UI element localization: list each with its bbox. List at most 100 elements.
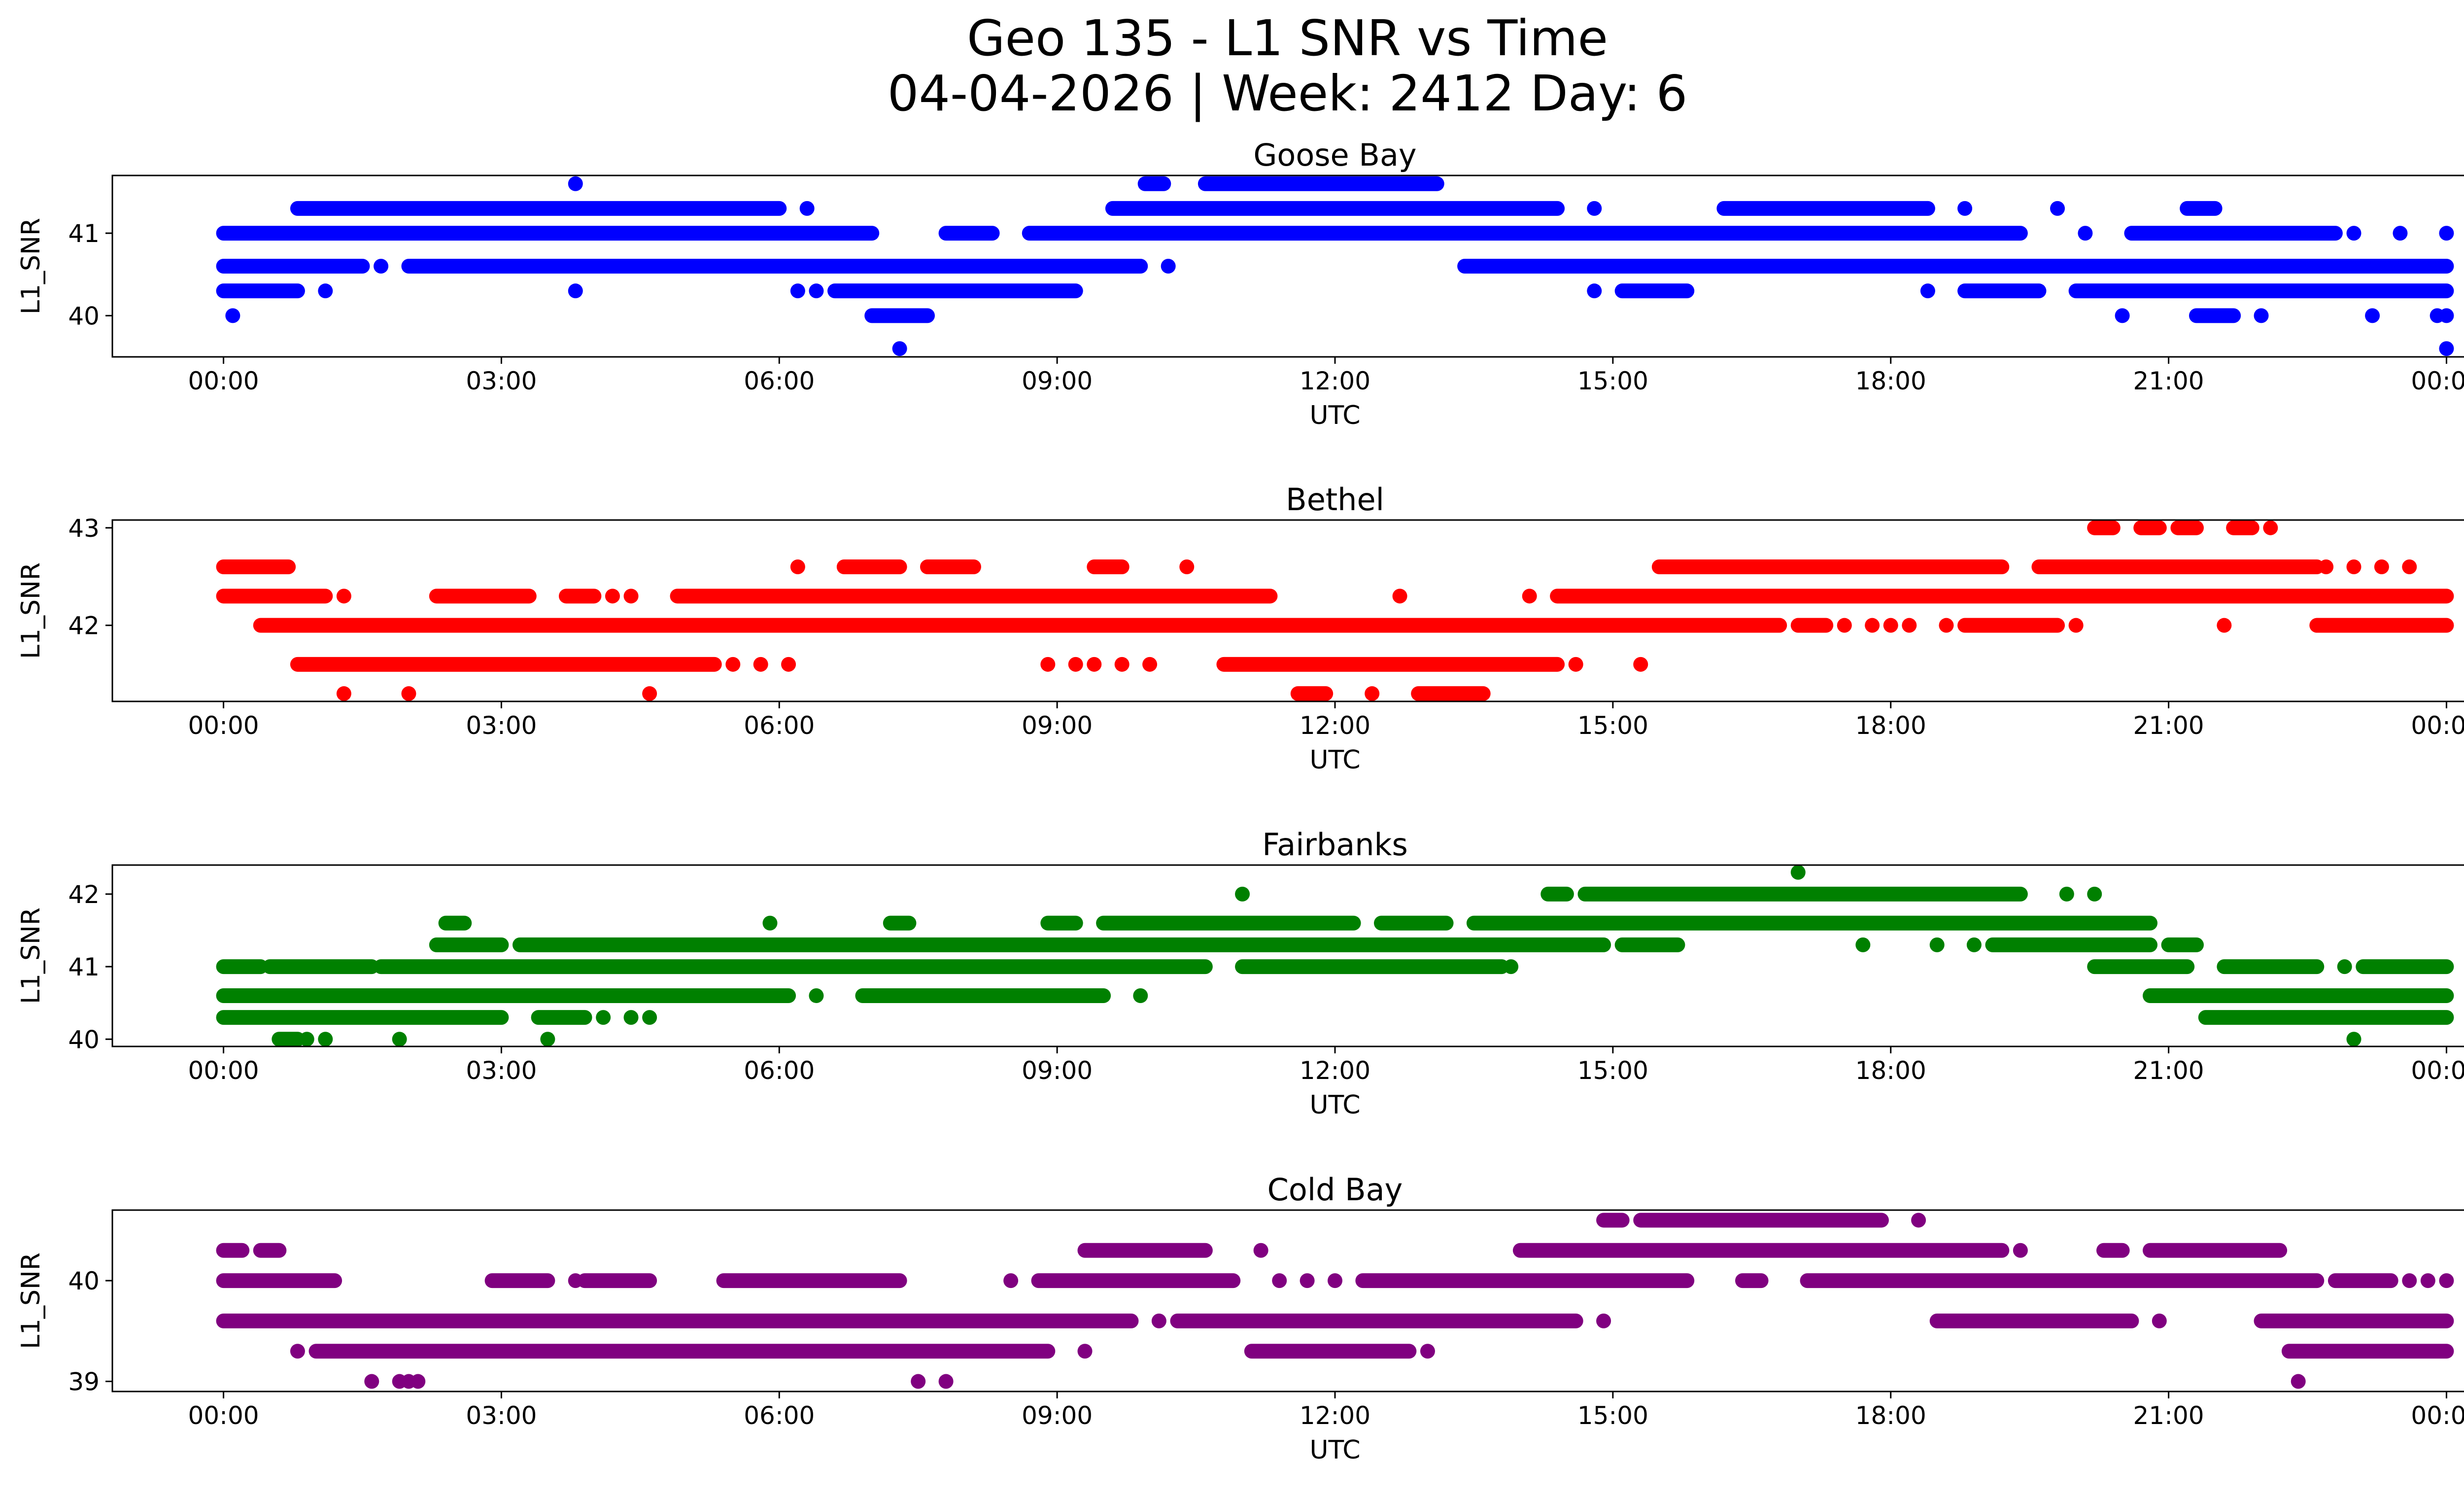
data-point-cold-bay xyxy=(938,1374,954,1389)
x-tick-label-bethel: 06:00 xyxy=(744,711,815,740)
data-point-bethel xyxy=(336,589,351,604)
x-tick-label-bethel: 03:00 xyxy=(466,711,537,740)
data-point-bethel xyxy=(753,657,768,672)
y-tick-label-fairbanks: 41 xyxy=(68,953,100,981)
data-point-bethel xyxy=(642,686,657,701)
x-tick-label-fairbanks: 21:00 xyxy=(2133,1056,2204,1085)
x-tick-label-cold-bay: 09:00 xyxy=(1022,1401,1093,1430)
x-tick-label-cold-bay: 00:00 xyxy=(188,1401,259,1430)
data-point-goose-bay xyxy=(2365,308,2380,323)
data-point-bethel xyxy=(1068,657,1083,672)
y-tick-label-cold-bay: 39 xyxy=(68,1368,100,1396)
data-point-bethel xyxy=(2374,559,2389,574)
data-point-fairbanks xyxy=(1790,865,1806,880)
x-tick-label-fairbanks: 03:00 xyxy=(466,1056,537,1085)
data-point-goose-bay xyxy=(790,283,805,299)
x-tick-label-cold-bay: 00:00 xyxy=(2411,1401,2464,1430)
data-point-fairbanks xyxy=(1855,937,1871,952)
data-point-fairbanks xyxy=(299,1032,314,1046)
x-axis-label-goose-bay: UTC xyxy=(1309,401,1360,430)
y-tick-label-goose-bay: 41 xyxy=(68,219,100,248)
data-point-bethel xyxy=(2319,559,2334,574)
data-point-goose-bay xyxy=(2439,341,2454,356)
data-point-cold-bay xyxy=(1596,1313,1611,1328)
data-point-bethel xyxy=(1633,657,1648,672)
data-point-bethel xyxy=(1837,618,1852,633)
data-point-fairbanks xyxy=(2337,959,2352,974)
data-point-fairbanks xyxy=(623,1010,639,1025)
data-point-fairbanks xyxy=(2087,886,2102,902)
axes-frame-cold-bay xyxy=(111,1209,2464,1392)
y-axis-label-goose-bay: L1_SNR xyxy=(16,218,46,314)
y-tick-label-fairbanks: 40 xyxy=(68,1025,100,1054)
data-point-bethel xyxy=(1883,618,1898,633)
data-point-fairbanks xyxy=(596,1010,611,1025)
data-point-cold-bay xyxy=(2013,1243,2028,1258)
data-point-bethel xyxy=(2068,618,2084,633)
x-tick-label-bethel: 18:00 xyxy=(1855,711,1926,740)
x-tick-label-bethel: 15:00 xyxy=(1577,711,1648,740)
data-point-cold-bay xyxy=(290,1344,305,1359)
data-point-goose-bay xyxy=(318,283,333,299)
data-point-cold-bay xyxy=(1328,1273,1342,1288)
data-point-fairbanks xyxy=(318,1032,333,1046)
x-tick-label-cold-bay: 03:00 xyxy=(466,1401,537,1430)
data-point-fairbanks xyxy=(1235,886,1250,902)
data-point-goose-bay xyxy=(225,308,240,323)
x-axis-label-cold-bay: UTC xyxy=(1309,1435,1360,1465)
data-point-bethel xyxy=(1902,618,1917,633)
x-tick-label-goose-bay: 21:00 xyxy=(2133,367,2204,395)
data-point-fairbanks xyxy=(392,1032,407,1046)
data-point-bethel xyxy=(725,657,741,672)
data-point-bethel xyxy=(2402,559,2417,574)
data-point-goose-bay xyxy=(2346,226,2361,241)
data-point-cold-bay xyxy=(568,1273,583,1288)
data-series-fairbanks xyxy=(216,865,2454,1046)
data-point-fairbanks xyxy=(642,1010,657,1025)
data-point-cold-bay xyxy=(1420,1344,1435,1359)
x-tick-label-fairbanks: 09:00 xyxy=(1022,1056,1093,1085)
data-point-fairbanks xyxy=(1504,959,1519,974)
data-point-goose-bay xyxy=(1957,201,1973,216)
data-point-fairbanks xyxy=(809,988,824,1003)
data-point-bethel xyxy=(1522,589,1537,604)
subplot-title-cold-bay: Cold Bay xyxy=(1267,1172,1403,1208)
data-point-fairbanks xyxy=(1133,988,1148,1003)
data-point-fairbanks xyxy=(762,915,778,931)
x-tick-label-bethel: 21:00 xyxy=(2133,711,2204,740)
data-point-goose-bay xyxy=(2439,226,2454,241)
y-axis-label-fairbanks: L1_SNR xyxy=(16,907,46,1004)
data-point-fairbanks xyxy=(540,1032,555,1046)
x-tick-label-goose-bay: 09:00 xyxy=(1022,367,1093,395)
x-tick-label-fairbanks: 12:00 xyxy=(1300,1056,1370,1085)
x-tick-label-bethel: 12:00 xyxy=(1300,711,1370,740)
data-point-bethel xyxy=(1114,657,1129,672)
data-point-cold-bay xyxy=(1911,1213,1926,1228)
data-point-cold-bay xyxy=(1077,1344,1093,1359)
data-point-bethel xyxy=(1142,657,1158,672)
data-point-bethel xyxy=(1087,657,1102,672)
figure-title-line-1: Geo 135 - L1 SNR vs Time xyxy=(967,9,1608,67)
x-tick-label-goose-bay: 18:00 xyxy=(1855,367,1926,395)
data-point-cold-bay xyxy=(1151,1313,1166,1328)
data-point-goose-bay xyxy=(1920,283,1935,299)
data-point-cold-bay xyxy=(364,1374,379,1389)
data-point-goose-bay xyxy=(892,341,907,356)
data-point-cold-bay xyxy=(2291,1374,2306,1389)
data-point-goose-bay xyxy=(1587,283,1602,299)
data-point-bethel xyxy=(623,589,639,604)
data-point-bethel xyxy=(336,686,351,701)
x-tick-label-fairbanks: 15:00 xyxy=(1577,1056,1648,1085)
data-point-fairbanks xyxy=(1929,937,1945,952)
x-tick-label-fairbanks: 06:00 xyxy=(744,1056,815,1085)
data-point-cold-bay xyxy=(1253,1243,1268,1258)
data-point-bethel xyxy=(1365,686,1380,701)
y-tick-label-bethel: 42 xyxy=(68,612,100,640)
data-point-goose-bay xyxy=(568,283,583,299)
x-tick-label-cold-bay: 15:00 xyxy=(1577,1401,1648,1430)
